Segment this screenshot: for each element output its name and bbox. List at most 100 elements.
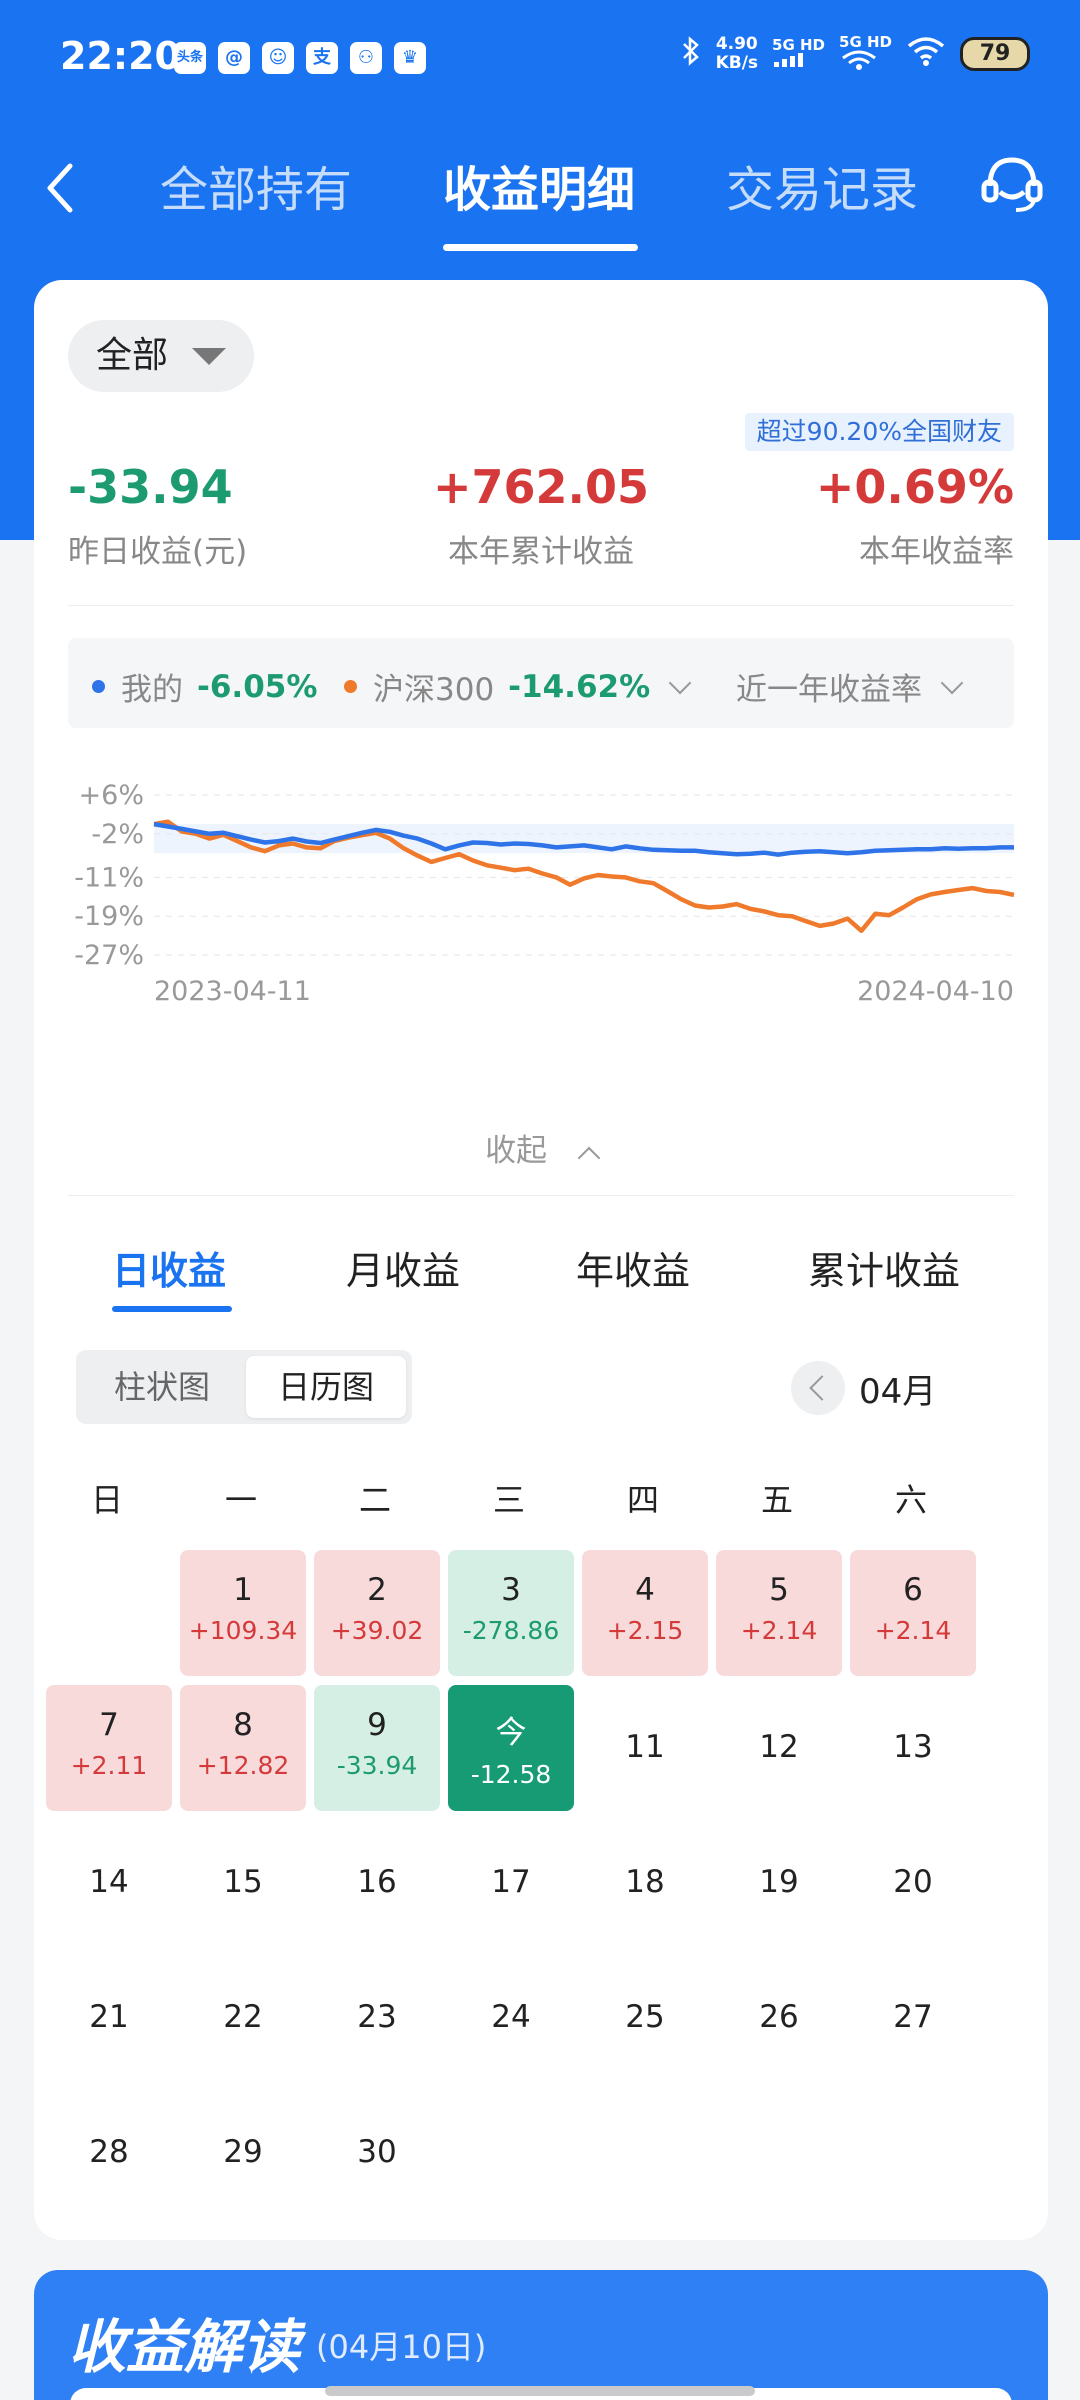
calendar-day-amount: +2.14 [740,1616,818,1645]
calendar-day-number: 17 [491,1864,531,1900]
calendar-day[interactable]: 16 [314,1820,440,1946]
customer-service-button[interactable] [978,148,1046,216]
calendar-day-number: 27 [893,1999,933,2035]
calendar-day[interactable]: 24 [448,1955,574,2081]
collapse-label: 收起 [485,1133,548,1169]
weekday-label: 二 [358,1481,391,1519]
calendar-day[interactable]: 27 [850,1955,976,2081]
legend-mine: 我的 -6.05% [92,664,317,709]
calendar-day[interactable]: 21 [46,1955,172,2081]
tab-cumulative[interactable]: 累计收益 [808,1249,961,1293]
earnings-card: 全部 超过90.20%全国财友 -33.94 昨日收益(元) +762.05 本… [34,280,1048,2240]
weekday-label: 四 [626,1481,659,1519]
tab-monthly[interactable]: 月收益 [346,1249,461,1293]
calendar-day-number: 6 [903,1572,923,1608]
calendar-day[interactable]: 9 -33.94 [314,1685,440,1811]
calendar-day-number: 1 [233,1572,253,1608]
divider [68,605,1014,606]
back-button[interactable] [38,150,88,220]
tab-daily[interactable]: 日收益 [112,1249,227,1293]
view-bar-chart[interactable]: 柱状图 [113,1368,210,1406]
calendar-day[interactable]: 8 +12.82 [180,1685,306,1811]
x-start-label: 2023-04-11 [154,976,311,1007]
calendar-day[interactable]: 4 +2.15 [582,1550,708,1676]
at-app-icon: @ [218,42,250,74]
stat-year-total: +762.05 本年累计收益 [34,460,1048,571]
calendar-day[interactable]: 26 [716,1955,842,2081]
clock: 22:20 [60,34,181,78]
tab-yearly[interactable]: 年收益 [576,1249,691,1293]
x-end-label: 2024-04-10 [857,976,1014,1007]
calendar-day[interactable]: 23 [314,1955,440,2081]
calendar-day[interactable]: 30 [314,2090,440,2216]
calendar-day[interactable]: 2 +39.02 [314,1550,440,1676]
calendar-day-number: 3 [501,1572,521,1608]
legend-mine-dot [92,680,105,693]
calendar-day-number: 28 [89,2134,129,2170]
period-selector[interactable]: 近一年收益率 [736,664,964,709]
account-filter-dropdown[interactable]: 全部 [68,320,254,392]
calendar-day[interactable]: 28 [46,2090,172,2216]
series-line-mine [153,821,1014,857]
calendar-day[interactable]: 20 [850,1820,976,1946]
calendar-day[interactable]: 12 [716,1685,842,1811]
network-speed: 4.90 KB/s [716,34,758,73]
stat-year-rate-value: +0.69% [815,460,1014,514]
signal-2: 5G HD [839,34,892,73]
battery-indicator: 79 [960,36,1030,71]
weekday-label: 三 [492,1481,525,1519]
calendar-day[interactable]: 1 +109.34 [180,1550,306,1676]
calendar-day-number: 13 [893,1729,933,1765]
calendar-day[interactable]: 3 -278.86 [448,1550,574,1676]
calendar-day[interactable]: 17 [448,1820,574,1946]
calendar-day[interactable]: 22 [180,1955,306,2081]
prev-month-button[interactable] [791,1361,845,1415]
collapse-chart-button[interactable]: 收起 [34,1125,1048,1170]
calendar-day[interactable]: 18 [582,1820,708,1946]
calendar-day-number: 12 [759,1729,799,1765]
calendar-day[interactable]: 25 [582,1955,708,2081]
calendar-day[interactable]: 13 [850,1685,976,1811]
home-indicator [325,2386,755,2396]
toutiao-app-icon: 头条 [174,42,206,74]
calendar-day[interactable]: 6 +2.14 [850,1550,976,1676]
view-calendar[interactable]: 日历图 [246,1356,406,1418]
tab-earnings-detail[interactable]: 收益明细 [443,162,636,218]
tab-transaction-records[interactable]: 交易记录 [726,162,919,218]
calendar-day[interactable]: 7 +2.11 [46,1685,172,1811]
tab-all-holdings[interactable]: 全部持有 [160,162,353,218]
weekday-label: 五 [760,1481,793,1519]
calendar-day[interactable]: 15 [180,1820,306,1946]
period-selector-label: 近一年收益率 [736,672,922,708]
calendar-day-number: 8 [233,1707,253,1743]
calendar-day-number: 16 [357,1864,397,1900]
calendar-day-number: 2 [367,1572,387,1608]
interpretation-title: 收益解读 [68,2313,301,2381]
calendar-day-number: 20 [893,1864,933,1900]
calendar-day[interactable]: 14 [46,1820,172,1946]
weekday-label: 六 [894,1481,927,1519]
calendar-day-number: 26 [759,1999,799,2035]
cloud-app-icon: ⚇ [350,42,382,74]
calendar-day-amount: -278.86 [462,1616,560,1645]
calendar-day-number: 30 [357,2134,397,2170]
calendar-day[interactable]: 5 +2.14 [716,1550,842,1676]
calendar-day-number: 29 [223,2134,263,2170]
legend-index-dot [344,680,357,693]
mi-app-icon: ♛ [394,42,426,74]
calendar-day[interactable]: 19 [716,1820,842,1946]
status-bar: 22:20 头条 @ ☺ 支 ⚇ ♛ 4.90 KB/s 5G HD 5G HD… [0,0,1080,120]
earnings-calendar: 1 +109.34 2 +39.02 3 -278.86 4 +2.15 5 +2.14 6 +2.1… [34,280,1048,2240]
stat-yesterday-value: -33.94 [68,460,233,514]
filter-label: 全部 [96,335,169,376]
signal-2-label: 5G HD [839,33,892,51]
calendar-day-number: 25 [625,1999,665,2035]
rank-badge: 超过90.20%全国财友 [744,413,1014,451]
legend-index-selector[interactable]: 沪深300 -14.62% [344,664,692,709]
stat-yesterday-label: 昨日收益(元) [68,534,248,570]
calendar-day[interactable]: 11 [582,1685,708,1811]
calendar-day-today[interactable]: 今 -12.58 [448,1685,574,1811]
calendar-day-amount: -12.58 [470,1760,552,1789]
calendar-day-number: 18 [625,1864,665,1900]
calendar-day[interactable]: 29 [180,2090,306,2216]
